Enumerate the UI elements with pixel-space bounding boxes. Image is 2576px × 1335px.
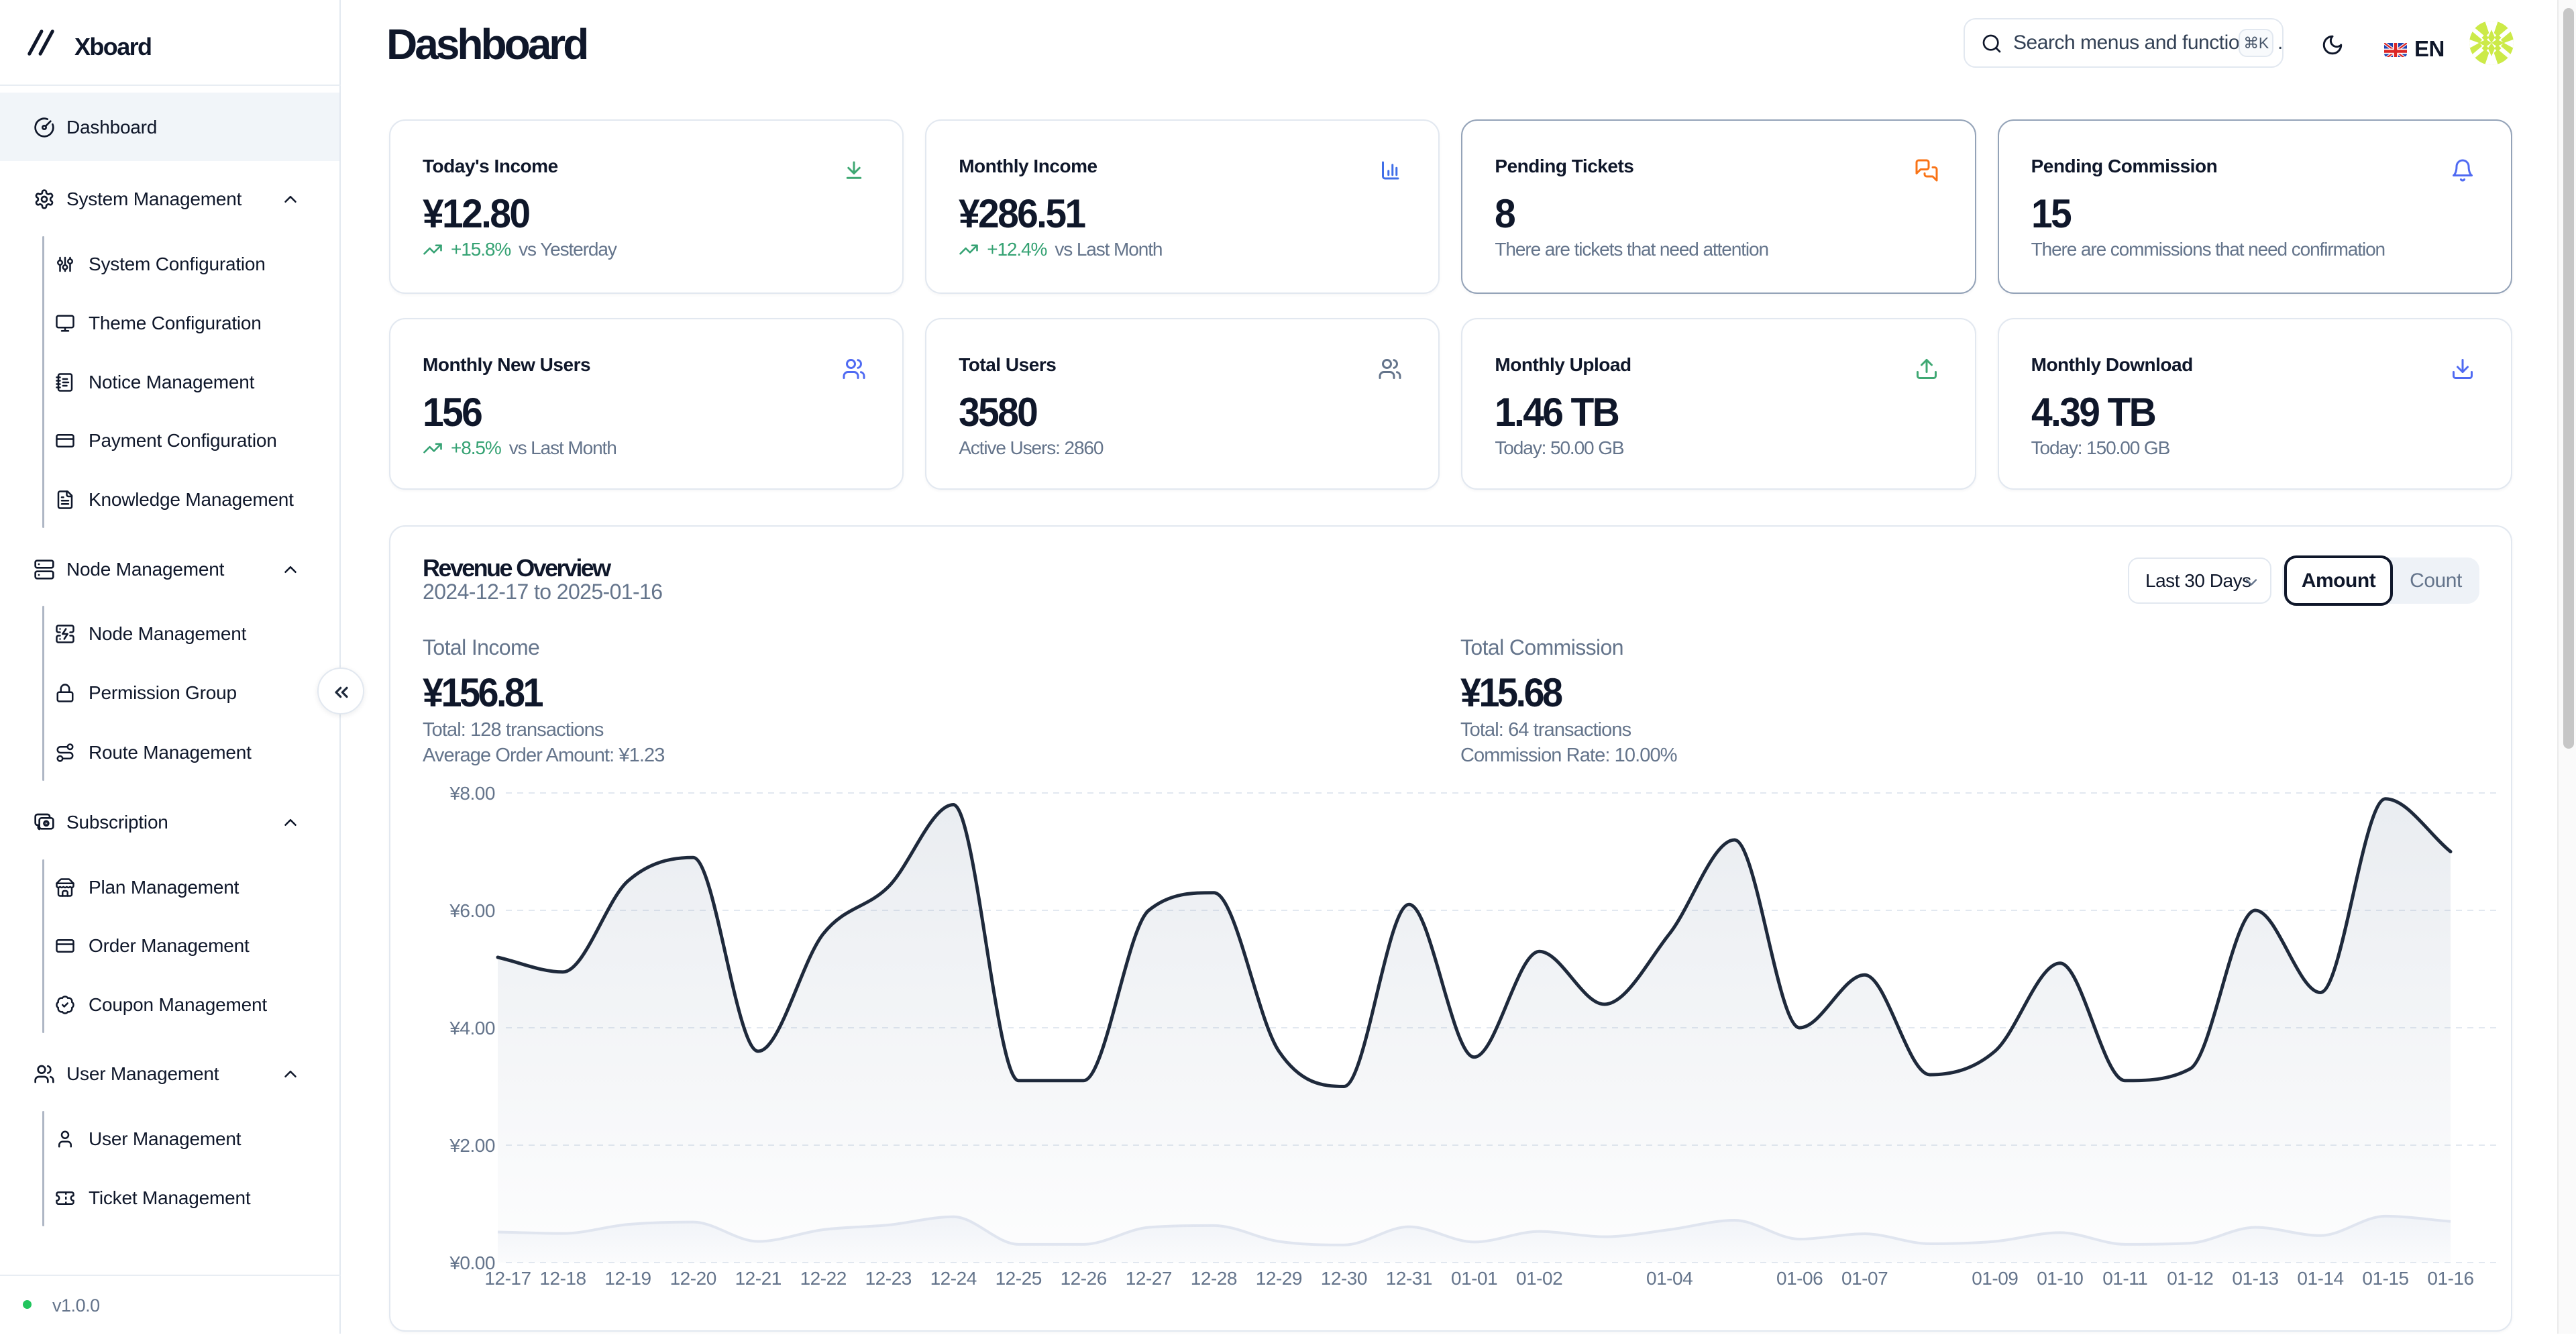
svg-text:¥8.00: ¥8.00 (449, 783, 495, 804)
svg-text:01-16: 01-16 (2427, 1268, 2473, 1289)
svg-text:12-24: 12-24 (930, 1268, 977, 1289)
svg-text:12-27: 12-27 (1126, 1268, 1172, 1289)
svg-text:12-25: 12-25 (996, 1268, 1042, 1289)
svg-text:01-11: 01-11 (2102, 1268, 2147, 1289)
svg-text:01-07: 01-07 (1841, 1268, 1888, 1289)
svg-text:12-28: 12-28 (1191, 1268, 1237, 1289)
svg-text:¥4.00: ¥4.00 (449, 1018, 495, 1038)
svg-text:12-18: 12-18 (539, 1268, 586, 1289)
svg-text:¥0.00: ¥0.00 (449, 1252, 495, 1273)
svg-text:¥2.00: ¥2.00 (449, 1135, 495, 1156)
svg-text:12-26: 12-26 (1061, 1268, 1107, 1289)
svg-text:12-19: 12-19 (604, 1268, 651, 1289)
svg-text:01-14: 01-14 (2297, 1268, 2343, 1289)
svg-text:12-31: 12-31 (1386, 1268, 1432, 1289)
svg-text:01-09: 01-09 (1972, 1268, 2018, 1289)
svg-text:01-01: 01-01 (1451, 1268, 1497, 1289)
svg-text:12-17: 12-17 (484, 1268, 531, 1289)
svg-text:12-21: 12-21 (735, 1268, 782, 1289)
svg-text:01-15: 01-15 (2362, 1268, 2408, 1289)
svg-text:01-12: 01-12 (2167, 1268, 2213, 1289)
svg-text:¥6.00: ¥6.00 (449, 900, 495, 921)
svg-text:01-06: 01-06 (1776, 1268, 1823, 1289)
svg-text:12-29: 12-29 (1256, 1268, 1302, 1289)
svg-text:01-10: 01-10 (2037, 1268, 2083, 1289)
svg-text:01-04: 01-04 (1646, 1268, 1693, 1289)
svg-text:12-22: 12-22 (800, 1268, 847, 1289)
svg-text:12-30: 12-30 (1321, 1268, 1367, 1289)
svg-text:01-02: 01-02 (1516, 1268, 1562, 1289)
svg-text:12-23: 12-23 (865, 1268, 912, 1289)
svg-text:01-13: 01-13 (2232, 1268, 2278, 1289)
svg-text:12-20: 12-20 (670, 1268, 716, 1289)
